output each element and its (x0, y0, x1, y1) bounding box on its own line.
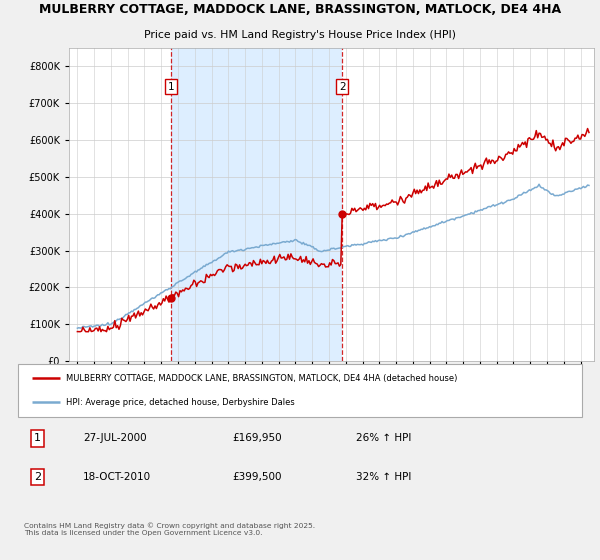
Text: Contains HM Land Registry data © Crown copyright and database right 2025.
This d: Contains HM Land Registry data © Crown c… (23, 522, 315, 535)
Text: £399,500: £399,500 (232, 472, 282, 482)
Text: HPI: Average price, detached house, Derbyshire Dales: HPI: Average price, detached house, Derb… (66, 398, 295, 407)
Text: MULBERRY COTTAGE, MADDOCK LANE, BRASSINGTON, MATLOCK, DE4 4HA (detached house): MULBERRY COTTAGE, MADDOCK LANE, BRASSING… (66, 374, 457, 383)
Text: 18-OCT-2010: 18-OCT-2010 (83, 472, 151, 482)
Text: 32% ↑ HPI: 32% ↑ HPI (356, 472, 412, 482)
Text: Price paid vs. HM Land Registry's House Price Index (HPI): Price paid vs. HM Land Registry's House … (144, 30, 456, 40)
Text: 26% ↑ HPI: 26% ↑ HPI (356, 433, 412, 444)
Text: 1: 1 (34, 433, 41, 444)
Text: 2: 2 (34, 472, 41, 482)
Bar (171, 48, 343, 361)
Text: MULBERRY COTTAGE, MADDOCK LANE, BRASSINGTON, MATLOCK, DE4 4HA: MULBERRY COTTAGE, MADDOCK LANE, BRASSING… (39, 3, 561, 16)
Text: 2: 2 (339, 82, 346, 92)
Text: 1: 1 (167, 82, 174, 92)
Text: 27-JUL-2000: 27-JUL-2000 (83, 433, 146, 444)
Text: £169,950: £169,950 (232, 433, 282, 444)
